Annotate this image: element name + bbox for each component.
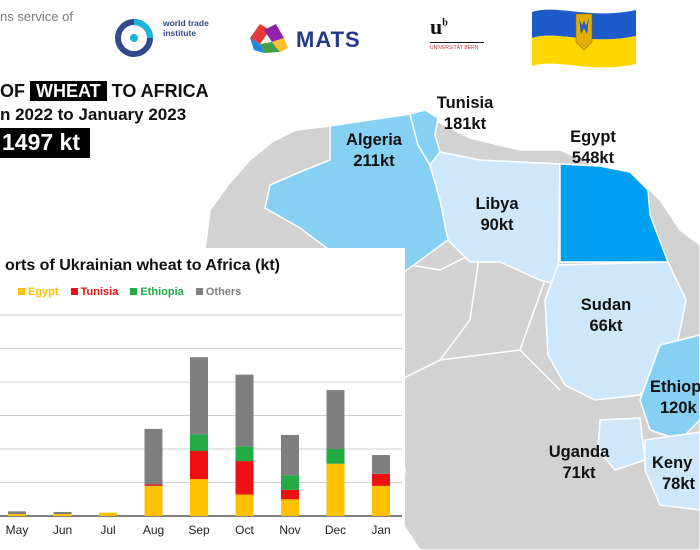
country-label-ethiopia: Ethiop 120k — [650, 378, 700, 417]
bar-ethiopia-nov — [281, 475, 299, 490]
x-tick-label: Dec — [325, 523, 346, 537]
bar-egypt-nov — [281, 499, 299, 516]
total-volume-badge: 1497 kt — [0, 128, 91, 158]
chart-title: orts of Ukrainian wheat to Africa (kt) — [5, 257, 280, 274]
legend-item-ethiopia: Ethiopia — [130, 286, 184, 298]
uganda-region — [597, 417, 646, 471]
mats-logo-icon — [250, 24, 288, 53]
country-label-tunisia: Tunisia 181kt — [436, 94, 494, 133]
tunisia-region — [409, 109, 441, 167]
country-label-uganda: Uganda 71kt — [548, 443, 610, 482]
service-credit-text: ns service of — [0, 9, 73, 24]
country-label-algeria: Algeria 211kt — [346, 131, 402, 170]
sudan-region — [544, 261, 687, 401]
x-tick-label: Nov — [279, 523, 300, 537]
unibe-logo-text: UNIVERSITÄT BERN — [430, 45, 479, 51]
country-label-libya: Libya 90kt — [475, 195, 519, 234]
egypt-region — [559, 163, 670, 263]
headline-line-1: OF WHEAT TO AFRICA — [0, 81, 209, 101]
unibe-logo-mark: ub — [430, 14, 448, 39]
legend-item-tunisia: Tunisia — [70, 286, 118, 298]
legend-item-others: Others — [195, 286, 241, 298]
bar-egypt-jan — [372, 485, 390, 516]
bar-egypt-oct — [235, 494, 254, 516]
x-tick-label: May — [6, 523, 29, 537]
bar-others-jun — [53, 511, 72, 514]
bar-egypt-jul — [99, 512, 117, 516]
bar-ethiopia-oct — [235, 446, 254, 462]
bar-others-nov — [281, 434, 299, 476]
bar-tunisia-jan — [372, 473, 390, 486]
bar-tunisia-sep — [190, 451, 208, 480]
country-label-sudan: Sudan 66kt — [580, 296, 632, 335]
bar-tunisia-oct — [235, 461, 254, 495]
bar-others-dec — [326, 390, 345, 449]
country-label-egypt: Egypt 548kt — [570, 128, 616, 167]
unibe-divider — [430, 42, 484, 43]
bar-others-may — [8, 511, 26, 514]
headline-highlight: WHEAT — [30, 81, 107, 101]
country-label-kenya: Keny 78kt — [652, 454, 696, 493]
bar-tunisia-nov — [281, 489, 299, 500]
bar-others-sep — [190, 357, 208, 435]
kenya-region — [644, 431, 700, 511]
bar-egypt-dec — [326, 463, 345, 516]
bar-egypt-jun — [53, 513, 72, 516]
bar-egypt-sep — [190, 479, 208, 516]
chart-legend: Egypt Tunisia Ethiopia Others — [18, 286, 250, 298]
mats-logo-text: MATS — [296, 27, 361, 52]
x-tick-label: Jun — [53, 523, 72, 537]
legend-item-egypt: Egypt — [18, 286, 59, 298]
legend-swatch-egypt — [18, 288, 25, 295]
bar-ethiopia-dec — [326, 449, 345, 464]
x-tick-label: Aug — [143, 523, 164, 537]
bar-others-oct — [235, 374, 254, 447]
x-tick-label: Oct — [235, 523, 254, 537]
bar-others-aug — [144, 428, 163, 485]
bar-ethiopia-sep — [190, 434, 208, 452]
wti-logo-text: world trade institute — [163, 18, 209, 38]
x-tick-label: Sep — [188, 523, 210, 537]
bar-egypt-aug — [144, 485, 163, 516]
legend-swatch-ethiopia — [130, 288, 138, 295]
x-tick-label: Jul — [100, 523, 115, 537]
stacked-bar-chart: May Jun Jul Aug Sep Oct Nov Dec Jan — [0, 314, 402, 537]
legend-swatch-others — [195, 288, 203, 295]
ukraine-flag-icon — [532, 9, 636, 68]
headline-line-2: n 2022 to January 2023 — [0, 105, 187, 124]
unibe-logo: ub UNIVERSITÄT BERN — [430, 14, 490, 51]
wti-logo-icon — [115, 19, 153, 57]
bar-tunisia-aug — [144, 484, 163, 486]
bar-egypt-may — [8, 513, 26, 516]
legend-swatch-tunisia — [70, 288, 78, 295]
bar-others-jan — [372, 455, 390, 474]
libya-region — [429, 151, 561, 286]
x-tick-label: Jan — [371, 523, 390, 537]
